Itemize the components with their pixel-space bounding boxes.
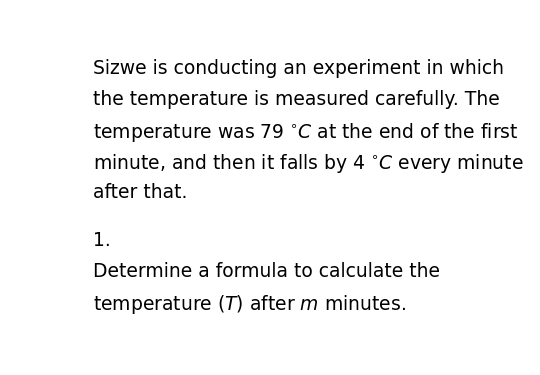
Text: minute, and then it falls by $4\,^\circ\!C$ every minute: minute, and then it falls by $4\,^\circ\… (93, 152, 523, 175)
Text: 1.: 1. (93, 231, 110, 250)
Text: Sizwe is conducting an experiment in which: Sizwe is conducting an experiment in whi… (93, 59, 504, 78)
Text: Determine a formula to calculate the: Determine a formula to calculate the (93, 262, 440, 281)
Text: temperature was $79\,^\circ\!C$ at the end of the first: temperature was $79\,^\circ\!C$ at the e… (93, 121, 518, 144)
Text: the temperature is measured carefully. The: the temperature is measured carefully. T… (93, 90, 500, 110)
Text: temperature $(T)$ after $m$ minutes.: temperature $(T)$ after $m$ minutes. (93, 293, 406, 316)
Text: after that.: after that. (93, 183, 187, 202)
